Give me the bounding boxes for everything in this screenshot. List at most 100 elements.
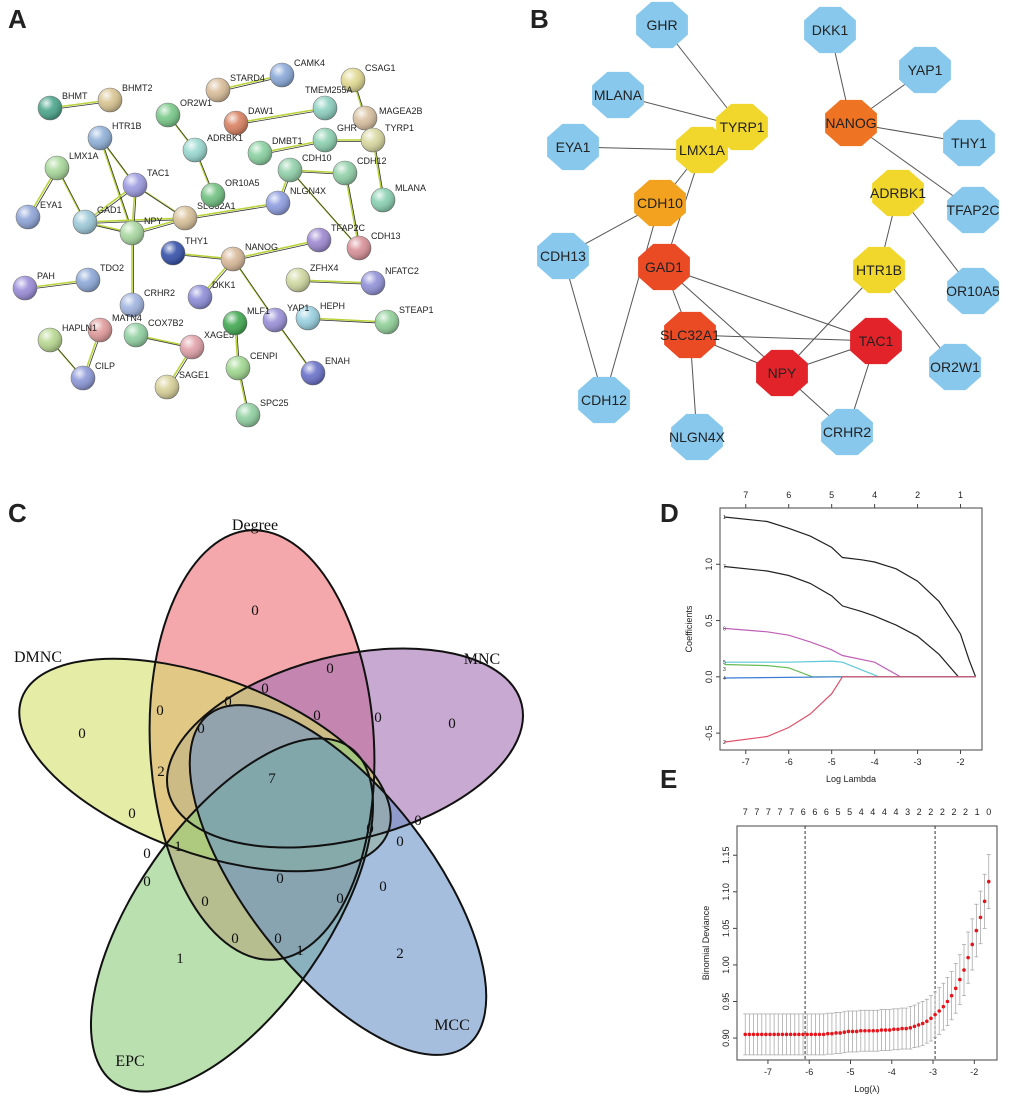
- x-tick-label: -4: [871, 757, 879, 767]
- hub-gene-network: GHR DKK1 MLANA YAP1 TYRP1 NANOG THY1 EYA1 LMX1A A…: [537, 1, 1000, 461]
- deviance-point: [834, 1031, 838, 1035]
- gene-node-nanog: NANOG: [825, 99, 877, 147]
- octagon-node: [634, 179, 686, 227]
- ppi-node: CDH10: [277, 153, 332, 183]
- coef-path-7: [724, 565, 976, 678]
- ppi-node: MLF1: [222, 306, 270, 336]
- ppi-node: MLANA: [370, 183, 426, 213]
- ppi-node: HTR1B: [87, 121, 142, 151]
- deviance-point: [863, 1028, 867, 1033]
- ppi-edge: [184, 202, 279, 219]
- ppi-node: CRHR2: [119, 288, 175, 318]
- node-label: XAGE5: [204, 330, 234, 340]
- top-tick-label: 6: [801, 807, 806, 817]
- gene-node-tyrp1: TYRP1: [716, 103, 768, 151]
- node-label: MAGEA2B: [379, 106, 423, 116]
- top-tick-label: 0: [986, 807, 991, 817]
- octagon-node: [825, 99, 877, 147]
- octagon-node: [638, 243, 690, 291]
- ppi-edge: [344, 172, 360, 249]
- lasso-cv-deviance-plot: -7 -6 -5 -4 -3 -2 0.90 0.95 1.00 1.05 1.10 1.15 Log(…: [701, 807, 998, 1094]
- node-shine: [313, 128, 337, 152]
- octagon-node: [872, 169, 924, 217]
- gene-label: CRHR2: [823, 424, 871, 440]
- node-shine: [161, 241, 185, 265]
- ppi-edge: [101, 139, 134, 235]
- top-tick-label: 2: [917, 807, 922, 817]
- ppi-node: OR10A5: [200, 178, 260, 208]
- node-shine: [278, 158, 302, 182]
- deviance-point: [962, 968, 966, 972]
- deviance-point: [929, 1016, 933, 1021]
- y-tick-label: -0.5: [704, 725, 714, 741]
- gene-node-dkk1: DKK1: [804, 6, 856, 54]
- gene-node-crhr2: CRHR2: [821, 408, 873, 456]
- deviance-point: [925, 1019, 929, 1024]
- deviance-point: [908, 1026, 913, 1030]
- gene-label: CDH10: [637, 195, 683, 211]
- top-tick-label: 6: [812, 807, 817, 817]
- node-shine: [371, 188, 395, 212]
- octagon-node: [947, 186, 999, 234]
- x-tick-label: -3: [929, 1067, 937, 1077]
- node-label: CSAG1: [365, 63, 396, 73]
- gene-node-tac1: TAC1: [850, 317, 902, 365]
- path-label: 4: [723, 676, 726, 682]
- deviance-point: [974, 928, 979, 933]
- venn-region-count: 0: [396, 834, 404, 850]
- path-label: 5: [723, 660, 726, 666]
- octagon-node: [664, 311, 716, 359]
- x-tick-label: -5: [846, 1067, 854, 1077]
- venn-region-count: 0: [224, 694, 232, 710]
- octagon-node: [804, 6, 856, 54]
- top-tick-label: 4: [893, 807, 898, 817]
- octagon-node: [716, 103, 768, 151]
- venn-region-count: 0: [313, 708, 321, 724]
- ppi-edge: [291, 171, 361, 250]
- deviance-point: [755, 1032, 760, 1037]
- gene-label: DKK1: [812, 22, 849, 38]
- node-shine: [248, 141, 272, 165]
- venn-set-mcc: [189, 705, 487, 1055]
- node-label: NLGN4X: [290, 186, 326, 196]
- node-shine: [98, 88, 122, 112]
- x-tick-label: -7: [742, 757, 750, 767]
- gene-label: THY1: [951, 135, 987, 151]
- ppi-node: CAMK4: [269, 58, 325, 88]
- octagon-node: [676, 126, 728, 174]
- ppi-node: SAGE1: [154, 370, 209, 400]
- x-tick-label: -6: [785, 757, 793, 767]
- ppi-edge: [232, 239, 320, 260]
- node-label: HEPH: [320, 301, 345, 311]
- venn-region-count: 0: [128, 806, 136, 822]
- node-label: THY1: [185, 236, 208, 246]
- deviance-point: [780, 1032, 785, 1037]
- path-label: 6: [723, 626, 726, 632]
- node-label: TYRP1: [385, 123, 414, 133]
- venn-region-count: 1: [176, 951, 184, 967]
- venn-set-label: MCC: [434, 1017, 470, 1034]
- gene-node-eya1: EYA1: [547, 123, 599, 171]
- deviance-point: [941, 1004, 946, 1009]
- y-tick-label: 1.00: [721, 956, 731, 974]
- deviance-point: [933, 1012, 937, 1017]
- gene-node-slc32a1: SLC32A1: [660, 311, 720, 359]
- network-edge: [663, 266, 877, 342]
- venn-region-count: 2: [157, 764, 165, 780]
- ppi-edge: [86, 219, 187, 224]
- top-tick-label: 1: [975, 807, 980, 817]
- deviance-point: [850, 1029, 855, 1034]
- node-shine: [188, 285, 212, 309]
- node-shine: [301, 361, 325, 385]
- ppi-node: ENAH: [300, 356, 350, 386]
- gene-label: NANOG: [825, 115, 876, 131]
- ppi-node: CENPI: [225, 351, 278, 381]
- ppi-node: TYRP1: [360, 123, 414, 153]
- deviance-point: [788, 1032, 793, 1037]
- x-tick-label: -2: [957, 757, 965, 767]
- gene-node-mlana: MLANA: [592, 71, 644, 119]
- node-shine: [123, 173, 147, 197]
- node-shine: [71, 366, 95, 390]
- node-shine: [76, 268, 100, 292]
- octagon-node: [756, 349, 808, 397]
